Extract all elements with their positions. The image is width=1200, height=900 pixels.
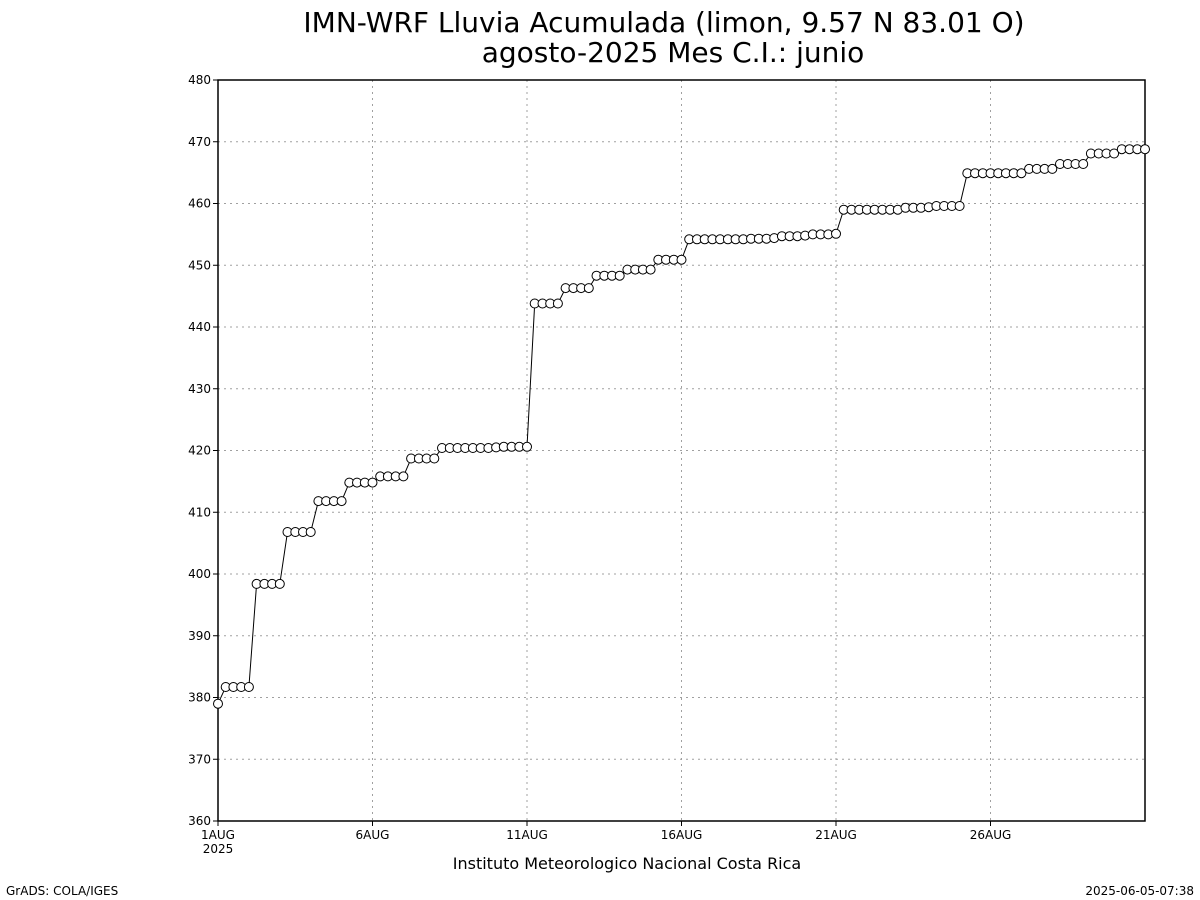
tick-labels-layer: 360 370 380 390 400 410 420 430 440 450 460 470 480 1…: [188, 73, 1011, 856]
x-axis-label: Instituto Meteorologico Nacional Costa R…: [453, 854, 801, 873]
data-point: [398, 471, 409, 482]
y-tick-label: 450: [188, 258, 211, 272]
x-tick-label: 16AUG: [661, 828, 703, 842]
y-tick-label: 470: [188, 135, 211, 149]
data-point: [305, 527, 316, 537]
y-tick-label: 410: [188, 505, 211, 519]
y-tick-label: 440: [188, 320, 211, 334]
data-point: [274, 578, 285, 589]
y-tick-label: 420: [188, 444, 211, 458]
data-point: [367, 477, 378, 488]
y-tick-label: 400: [188, 567, 211, 581]
y-tick-label: 390: [188, 629, 211, 643]
x-tick-label: 21AUG: [815, 828, 857, 842]
data-point: [1109, 148, 1120, 159]
series-layer: [213, 144, 1150, 709]
grid-layer: [218, 80, 1145, 821]
x-tick-label: 26AUG: [970, 828, 1012, 842]
data-point: [645, 264, 656, 275]
axes-layer: [213, 79, 1146, 826]
y-tick-label: 370: [188, 752, 211, 766]
y-tick-label: 460: [188, 197, 211, 211]
x-tick-label: 11AUG: [506, 828, 548, 842]
data-point: [831, 228, 841, 239]
chart-title-line2: agosto-2025 Mes C.I.: junio: [482, 36, 865, 69]
data-point: [1140, 144, 1150, 155]
plot-frame: [217, 79, 1146, 822]
data-point: [213, 698, 223, 709]
data-point: [522, 441, 532, 452]
x-tick-sublabel: 2025: [203, 842, 234, 856]
y-tick-label: 380: [188, 691, 211, 705]
y-tick-label: 480: [188, 73, 211, 87]
y-tick-label: 430: [188, 382, 211, 396]
x-tick-label: 6AUG: [356, 828, 390, 842]
y-tick-label: 360: [188, 814, 211, 828]
data-point: [552, 298, 563, 309]
data-point: [676, 254, 687, 265]
data-point: [336, 496, 347, 507]
footer-timestamp: 2025-06-05-07:38: [1085, 884, 1194, 898]
data-point: [429, 453, 440, 464]
data-point: [1047, 163, 1058, 174]
data-point: [243, 682, 254, 692]
data-point: [614, 270, 625, 281]
data-point: [954, 201, 965, 211]
data-point: [1078, 159, 1089, 169]
chart-title-line1: IMN-WRF Lluvia Acumulada (limon, 9.57 N …: [303, 6, 1024, 39]
data-point: [1016, 168, 1027, 179]
data-point: [583, 283, 594, 294]
footer-credit: GrADS: COLA/IGES: [6, 884, 118, 898]
x-tick-label: 1AUG: [201, 828, 235, 842]
